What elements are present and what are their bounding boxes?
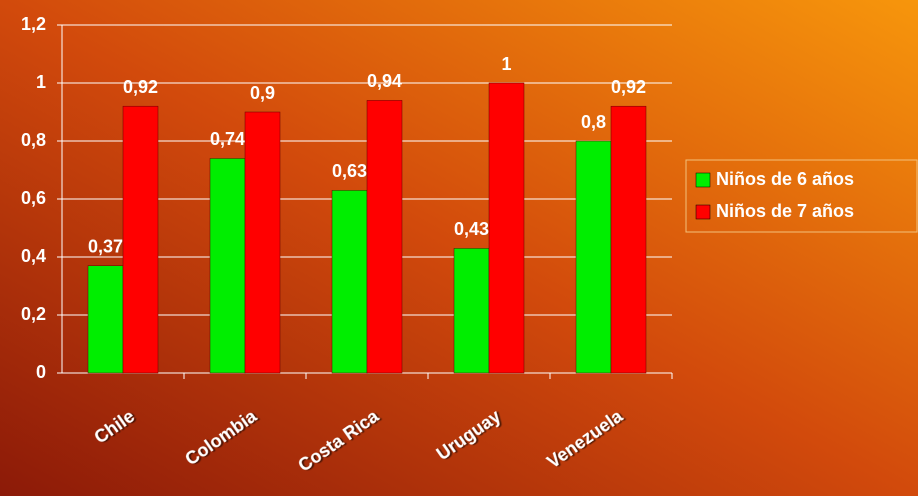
y-tick-label: 1 — [36, 72, 46, 92]
legend-swatch — [695, 204, 711, 220]
y-tick-label: 1,2 — [21, 14, 46, 34]
bar — [575, 140, 612, 374]
legend-label: Niños de 7 años — [716, 201, 854, 221]
value-label: 0,9 — [250, 83, 275, 103]
bar — [453, 248, 490, 374]
value-label: 0,92 — [123, 77, 158, 97]
y-tick-label: 0,8 — [21, 130, 46, 150]
bar — [87, 265, 124, 374]
value-label: 0,63 — [332, 161, 367, 181]
legend-label: Niños de 6 años — [716, 169, 854, 189]
value-label: 0,43 — [454, 219, 489, 239]
legend-swatch — [695, 172, 711, 188]
bar — [366, 100, 403, 374]
y-tick-label: 0,6 — [21, 188, 46, 208]
y-tick-label: 0,4 — [21, 246, 46, 266]
y-tick-label: 0 — [36, 362, 46, 382]
value-label: 0,8 — [581, 112, 606, 132]
value-label: 0,94 — [367, 71, 402, 91]
value-label: 0,37 — [88, 236, 123, 256]
bar — [209, 158, 246, 374]
legend-box — [685, 159, 918, 233]
bar — [610, 105, 647, 374]
value-label: 0,92 — [611, 77, 646, 97]
value-label: 0,74 — [210, 129, 245, 149]
value-label: 1 — [501, 54, 511, 74]
bar — [331, 190, 368, 374]
bar — [488, 82, 525, 374]
y-tick-label: 0,2 — [21, 304, 46, 324]
bar — [122, 105, 159, 374]
bar — [244, 111, 281, 374]
